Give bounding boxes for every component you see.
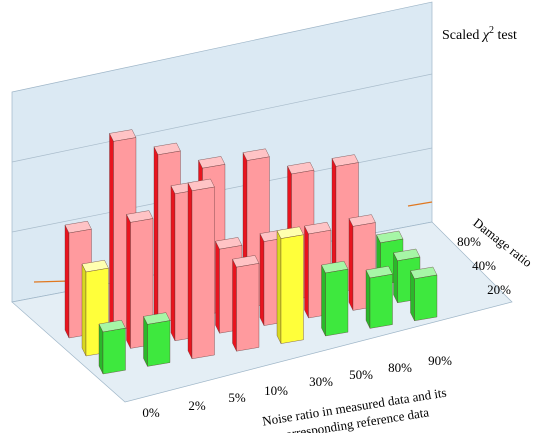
- x-tick-label: 80%: [388, 360, 412, 375]
- bar-front-face: [102, 327, 126, 375]
- bar-side-face: [81, 263, 87, 357]
- x-tick-label: 10%: [264, 383, 288, 398]
- bar: [187, 178, 215, 360]
- bar-front-face: [236, 263, 260, 352]
- z-tick-label: 20%: [487, 282, 511, 297]
- z-tick-label: 40%: [472, 258, 496, 273]
- bar: [232, 255, 260, 352]
- gridline: [11, 73, 433, 163]
- bar-side-face: [365, 269, 371, 329]
- bar-side-face: [348, 218, 354, 311]
- bar: [98, 319, 126, 375]
- reference-line-right: [407, 201, 433, 207]
- bar: [143, 312, 171, 367]
- z-tick-label: 80%: [457, 234, 481, 249]
- bar-front-face: [147, 320, 171, 367]
- bar-front-face: [369, 273, 393, 329]
- x-tick-label: 5%: [228, 390, 246, 405]
- x-tick-label: 90%: [428, 353, 452, 368]
- bars-group: [64, 129, 438, 375]
- bar-front-face: [325, 268, 349, 337]
- bar-side-face: [304, 225, 309, 319]
- bar-side-face: [98, 323, 104, 375]
- bar-side-face: [259, 233, 265, 326]
- bar-side-face: [109, 133, 114, 331]
- bar-side-face: [321, 264, 326, 337]
- x-tick-label: 50%: [349, 367, 373, 382]
- x-tick-label: 2%: [188, 398, 206, 413]
- bar-side-face: [410, 270, 415, 321]
- bar: [365, 265, 393, 329]
- bar: [276, 226, 304, 344]
- bar-side-face: [215, 241, 220, 334]
- bar-side-face: [153, 146, 159, 323]
- bar-front-face: [280, 234, 304, 344]
- bar: [393, 248, 421, 304]
- chart-title: Scaled χ2 test: [442, 25, 517, 43]
- bar-side-face: [126, 214, 131, 349]
- bar: [410, 266, 438, 322]
- bar-side-face: [393, 252, 398, 303]
- bar-side-face: [143, 316, 148, 367]
- bar-side-face: [187, 182, 193, 359]
- bar: [321, 260, 349, 337]
- bar-side-face: [64, 224, 70, 339]
- bar-front-face: [191, 186, 215, 360]
- bar-side-face: [232, 259, 237, 352]
- reference-line-left: [33, 280, 71, 283]
- bar-side-face: [170, 185, 176, 341]
- bar-side-face: [276, 230, 282, 344]
- x-tick-label: 30%: [309, 374, 333, 389]
- bar-front-face: [414, 274, 438, 322]
- x-tick-label: 0%: [142, 405, 160, 420]
